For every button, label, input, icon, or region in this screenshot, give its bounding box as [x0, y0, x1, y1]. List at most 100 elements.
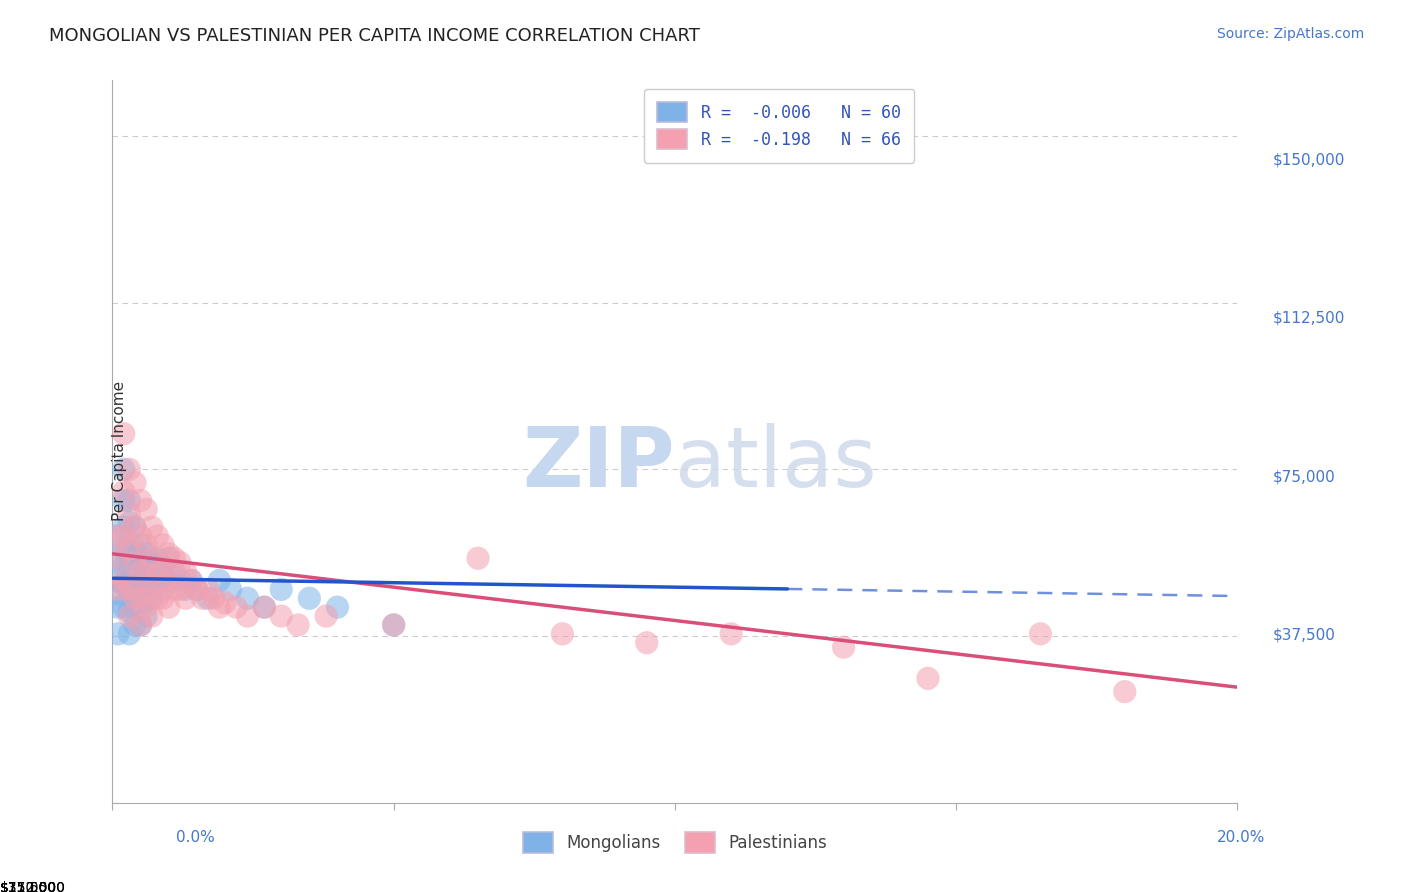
- Point: [236, 609, 259, 624]
- Point: [129, 529, 152, 543]
- Point: [112, 426, 135, 441]
- Point: [157, 574, 180, 588]
- Point: [135, 574, 157, 588]
- Point: [112, 529, 135, 543]
- Text: 20.0%: 20.0%: [1218, 830, 1265, 845]
- Text: MONGOLIAN VS PALESTINIAN PER CAPITA INCOME CORRELATION CHART: MONGOLIAN VS PALESTINIAN PER CAPITA INCO…: [49, 27, 700, 45]
- Point: [107, 529, 129, 543]
- Point: [124, 556, 146, 570]
- Point: [141, 582, 163, 597]
- Point: [107, 551, 129, 566]
- Text: $37,500: $37,500: [0, 881, 58, 892]
- Point: [636, 636, 658, 650]
- Point: [202, 591, 225, 606]
- Text: 0.0%: 0.0%: [176, 830, 215, 845]
- Point: [135, 609, 157, 624]
- Point: [129, 591, 152, 606]
- Point: [382, 618, 405, 632]
- Point: [141, 609, 163, 624]
- Point: [135, 600, 157, 615]
- Point: [118, 560, 141, 574]
- Point: [118, 493, 141, 508]
- Point: [141, 591, 163, 606]
- Point: [382, 618, 405, 632]
- Point: [208, 574, 231, 588]
- Point: [129, 600, 152, 615]
- Point: [135, 560, 157, 574]
- Point: [135, 574, 157, 588]
- Point: [124, 618, 146, 632]
- Point: [129, 618, 152, 632]
- Point: [141, 574, 163, 588]
- Point: [135, 591, 157, 606]
- Point: [197, 591, 219, 606]
- Point: [129, 493, 152, 508]
- Point: [129, 565, 152, 579]
- Point: [174, 565, 197, 579]
- Text: $75,000: $75,000: [1272, 469, 1336, 484]
- Text: $150,000: $150,000: [1272, 153, 1344, 168]
- Point: [225, 600, 247, 615]
- Point: [118, 542, 141, 557]
- Point: [107, 574, 129, 588]
- Point: [112, 574, 135, 588]
- Point: [152, 591, 174, 606]
- Point: [169, 556, 191, 570]
- Point: [326, 600, 349, 615]
- Point: [191, 591, 214, 606]
- Point: [107, 587, 129, 601]
- Point: [1029, 627, 1052, 641]
- Point: [107, 529, 129, 543]
- Point: [832, 640, 855, 655]
- Point: [169, 582, 191, 597]
- Point: [135, 547, 157, 561]
- Point: [208, 600, 231, 615]
- Point: [152, 560, 174, 574]
- Point: [124, 475, 146, 490]
- Point: [163, 565, 186, 579]
- Point: [152, 565, 174, 579]
- Point: [157, 574, 180, 588]
- Point: [163, 582, 186, 597]
- Point: [157, 600, 180, 615]
- Point: [107, 551, 129, 566]
- Point: [129, 551, 152, 566]
- Point: [152, 538, 174, 552]
- Legend: Mongolians, Palestinians: Mongolians, Palestinians: [516, 826, 834, 860]
- Point: [129, 582, 152, 597]
- Text: Per Capita Income: Per Capita Income: [112, 380, 127, 521]
- Point: [253, 600, 276, 615]
- Point: [107, 600, 129, 615]
- Point: [146, 574, 169, 588]
- Point: [197, 582, 219, 597]
- Point: [129, 618, 152, 632]
- Point: [124, 582, 146, 597]
- Point: [135, 502, 157, 516]
- Point: [551, 627, 574, 641]
- Text: $112,500: $112,500: [0, 881, 66, 892]
- Point: [174, 591, 197, 606]
- Point: [1114, 684, 1136, 698]
- Point: [112, 520, 135, 534]
- Point: [146, 529, 169, 543]
- Point: [118, 507, 141, 521]
- Point: [141, 551, 163, 566]
- Point: [141, 520, 163, 534]
- Point: [124, 520, 146, 534]
- Text: atlas: atlas: [675, 423, 876, 504]
- Point: [112, 578, 135, 592]
- Text: $150,000: $150,000: [0, 881, 66, 892]
- Point: [157, 551, 180, 566]
- Point: [107, 582, 129, 597]
- Point: [174, 582, 197, 597]
- Point: [315, 609, 337, 624]
- Point: [129, 538, 152, 552]
- Point: [180, 574, 202, 588]
- Point: [186, 582, 208, 597]
- Point: [112, 493, 135, 508]
- Point: [124, 600, 146, 615]
- Point: [287, 618, 309, 632]
- Point: [112, 462, 135, 476]
- Point: [141, 556, 163, 570]
- Point: [720, 627, 742, 641]
